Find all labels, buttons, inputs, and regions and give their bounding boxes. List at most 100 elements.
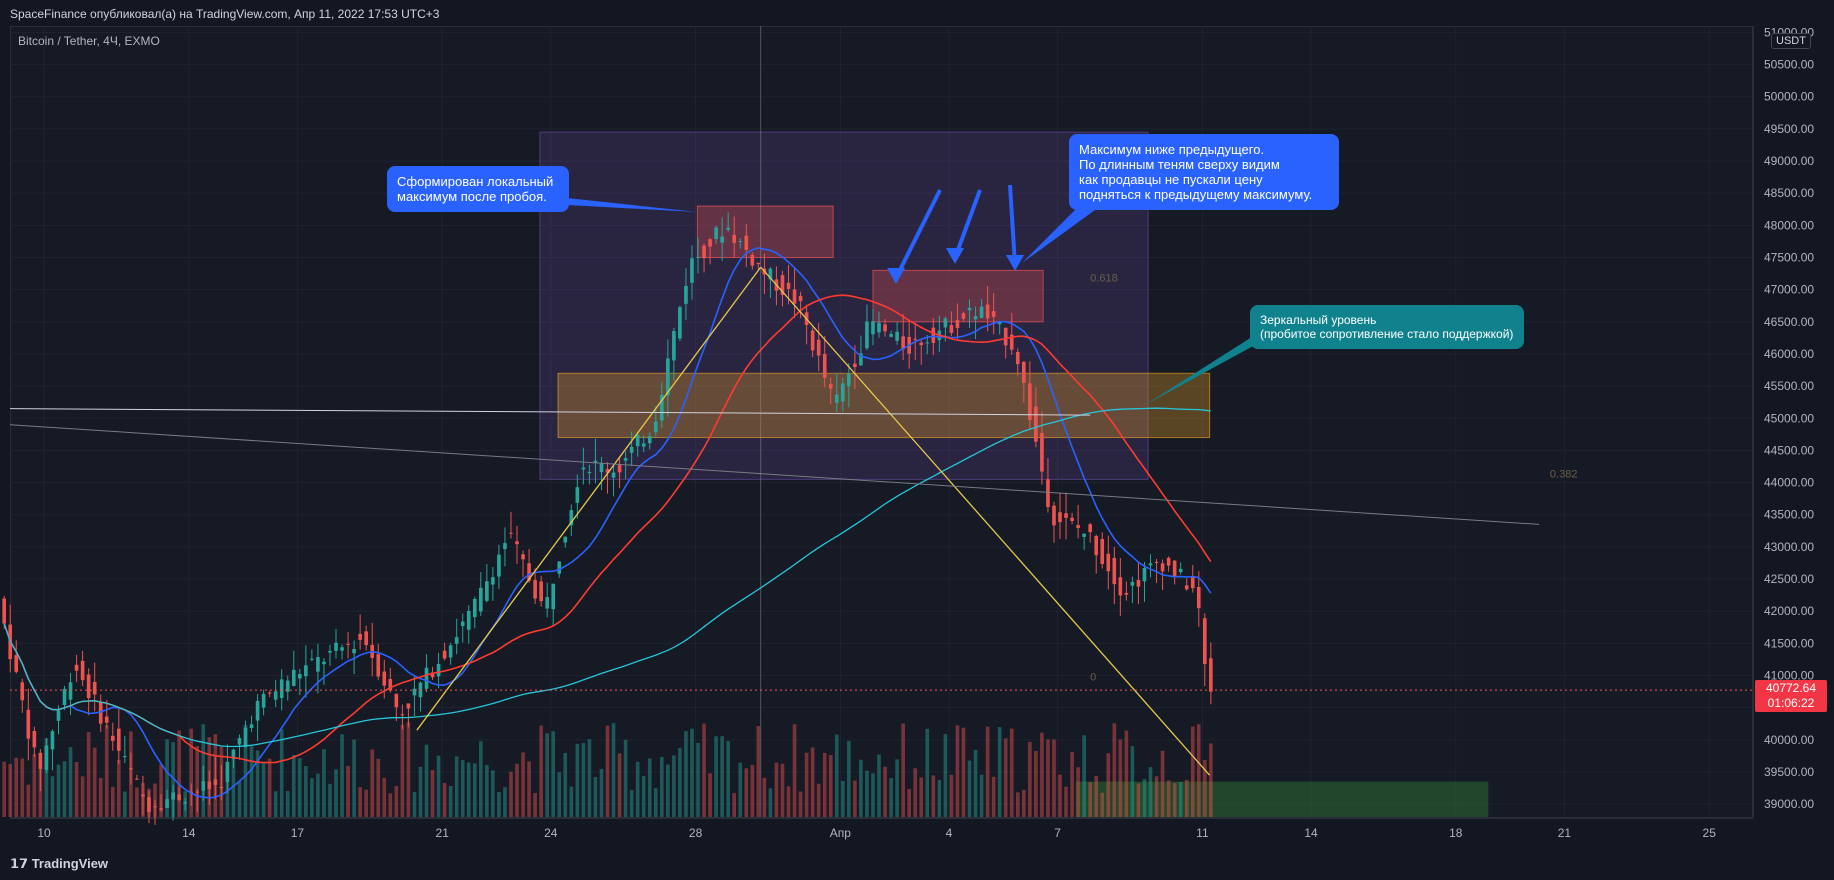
volume-bar — [334, 769, 338, 817]
last-price-value: 40772.64 — [1765, 681, 1817, 695]
price-tick-label: 49000.00 — [1764, 154, 1814, 168]
candle-body — [599, 463, 604, 473]
volume-bar — [1124, 730, 1129, 817]
callout-pointer — [1022, 205, 1095, 263]
time-tick-label: 14 — [1304, 826, 1318, 840]
candle-body — [1022, 361, 1026, 383]
volume-bar — [8, 763, 13, 817]
volume-bar — [919, 777, 924, 817]
candle-body — [485, 581, 489, 601]
candle-body — [1209, 658, 1213, 692]
volume-bar — [285, 790, 290, 817]
candle-body — [279, 679, 284, 698]
volume-bar — [690, 728, 694, 817]
volume-bar — [949, 774, 954, 817]
candle-body — [575, 487, 580, 503]
candle-body — [141, 794, 145, 797]
volume-bar — [792, 724, 797, 817]
price-tick-label: 42500.00 — [1764, 572, 1814, 586]
price-tick-label: 43000.00 — [1764, 540, 1814, 554]
diagonal-resistance-line — [9, 424, 1540, 525]
volume-bar — [1070, 751, 1074, 817]
callout-local-max: Сформирован локальный максимум после про… — [387, 166, 569, 212]
volume-bar — [279, 729, 284, 817]
candle-body — [611, 472, 616, 478]
candle-body — [68, 682, 73, 700]
volume-bar — [1034, 751, 1038, 817]
uptrend-line — [416, 266, 762, 731]
candle-body — [539, 581, 543, 602]
candle-body — [943, 318, 948, 328]
volume-bar — [985, 726, 990, 817]
price-tick-label: 47000.00 — [1764, 283, 1814, 297]
volume-bar — [86, 732, 91, 817]
candle-body — [503, 543, 507, 550]
candle-body — [1190, 576, 1195, 589]
volume-bar — [231, 759, 236, 817]
candle-body — [50, 731, 55, 750]
candle-body — [243, 727, 248, 747]
volume-bar — [955, 725, 960, 817]
volume-bar — [828, 755, 833, 817]
currency-badge[interactable]: USDT — [1771, 33, 1811, 49]
candle-body — [841, 383, 845, 402]
candle-body — [80, 660, 85, 681]
time-tick-label: 25 — [1703, 826, 1717, 840]
volume-bar — [557, 772, 562, 817]
price-tick-label: 44000.00 — [1764, 476, 1814, 490]
fib-label: 0.382 — [1550, 468, 1578, 480]
volume-bar — [647, 758, 652, 817]
price-tick-label: 39000.00 — [1764, 797, 1814, 811]
arrow-shaft — [894, 189, 942, 279]
candle-body — [949, 325, 954, 333]
volume-bar — [913, 768, 918, 817]
chart-pane[interactable] — [10, 26, 1753, 818]
volume-bar — [581, 743, 586, 817]
candle-body — [629, 446, 634, 453]
time-axis[interactable] — [10, 818, 1753, 848]
volume-bar — [50, 776, 55, 817]
tradingview-logo[interactable]: 𝟭𝟳 TradingView — [10, 856, 108, 872]
candle-body — [660, 395, 664, 421]
volume-bar — [804, 752, 809, 817]
candle-body — [153, 806, 157, 808]
volume-bar — [816, 783, 821, 817]
volume-bar — [1196, 724, 1201, 817]
volume-bar — [340, 734, 344, 817]
candle-body — [237, 738, 242, 745]
candle-body — [1009, 334, 1014, 350]
volume-bar — [672, 755, 676, 817]
fib-box-zone — [539, 131, 1149, 480]
candle-body — [955, 320, 960, 328]
candle-body — [551, 583, 556, 610]
callout-pointer — [1145, 335, 1255, 405]
volume-bar — [44, 738, 49, 817]
candle-body — [997, 321, 1002, 325]
volume-bar — [641, 775, 646, 817]
candle-body — [545, 597, 549, 609]
price-tick-label: 46000.00 — [1764, 347, 1814, 361]
time-tick-label: 21 — [436, 826, 450, 840]
candle-body — [424, 667, 429, 689]
ma-fast-line — [3, 247, 1212, 799]
volume-bar — [1203, 759, 1207, 817]
horizontal-line — [9, 408, 1091, 416]
candle-body — [346, 643, 350, 645]
fib-label: 0.618 — [1090, 272, 1118, 284]
candle-body — [979, 306, 984, 318]
volume-bar — [436, 755, 441, 817]
candle-body — [1203, 618, 1207, 665]
volume-bar — [871, 773, 875, 817]
candle-body — [883, 324, 887, 332]
candle-body — [183, 802, 187, 804]
candle-body — [1196, 586, 1201, 609]
volume-bar — [418, 766, 423, 817]
volume-bar — [635, 761, 640, 817]
volume-bar — [472, 763, 477, 817]
candle-body — [436, 663, 441, 677]
callout-pointer — [567, 198, 697, 212]
volume-bar — [346, 765, 350, 817]
volume-bar — [901, 723, 905, 817]
volume-bar — [123, 791, 127, 817]
volume-bar — [1028, 741, 1032, 817]
